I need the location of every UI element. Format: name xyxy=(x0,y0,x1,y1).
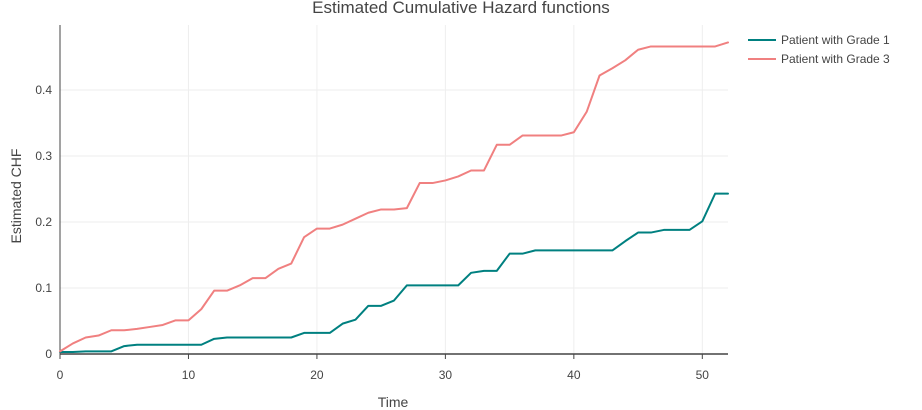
x-tick-label: 10 xyxy=(182,368,196,382)
x-tick-label: 30 xyxy=(439,368,453,382)
axes-layer: 0 0.1 0.2 0.3 0.4 0 10 20 30 40 50 xyxy=(35,25,728,382)
x-axis-label: Time xyxy=(378,394,409,410)
x-tick-label: 50 xyxy=(696,368,710,382)
y-tick-label: 0.4 xyxy=(35,83,52,97)
chart-title: Estimated Cumulative Hazard functions xyxy=(312,0,610,17)
y-tick-label: 0.2 xyxy=(35,215,52,229)
grid-layer xyxy=(60,25,728,354)
y-tick-label: 0 xyxy=(45,347,52,361)
x-tick-label: 40 xyxy=(567,368,581,382)
x-tick-label: 20 xyxy=(310,368,324,382)
legend-label: Patient with Grade 3 xyxy=(781,52,890,66)
series-layer xyxy=(59,41,729,354)
x-tick-label: 0 xyxy=(57,368,64,382)
series-line-grade-1[interactable] xyxy=(59,192,729,354)
legend-label: Patient with Grade 1 xyxy=(781,33,890,47)
y-axis-label: Estimated CHF xyxy=(8,149,24,244)
legend-item[interactable]: Patient with Grade 1 xyxy=(748,33,890,47)
legend[interactable]: Patient with Grade 1 Patient with Grade 3 xyxy=(748,33,890,66)
y-tick-label: 0.1 xyxy=(35,281,52,295)
y-tick-label: 0.3 xyxy=(35,149,52,163)
series-line-grade-3[interactable] xyxy=(59,41,729,353)
legend-item[interactable]: Patient with Grade 3 xyxy=(748,52,890,66)
